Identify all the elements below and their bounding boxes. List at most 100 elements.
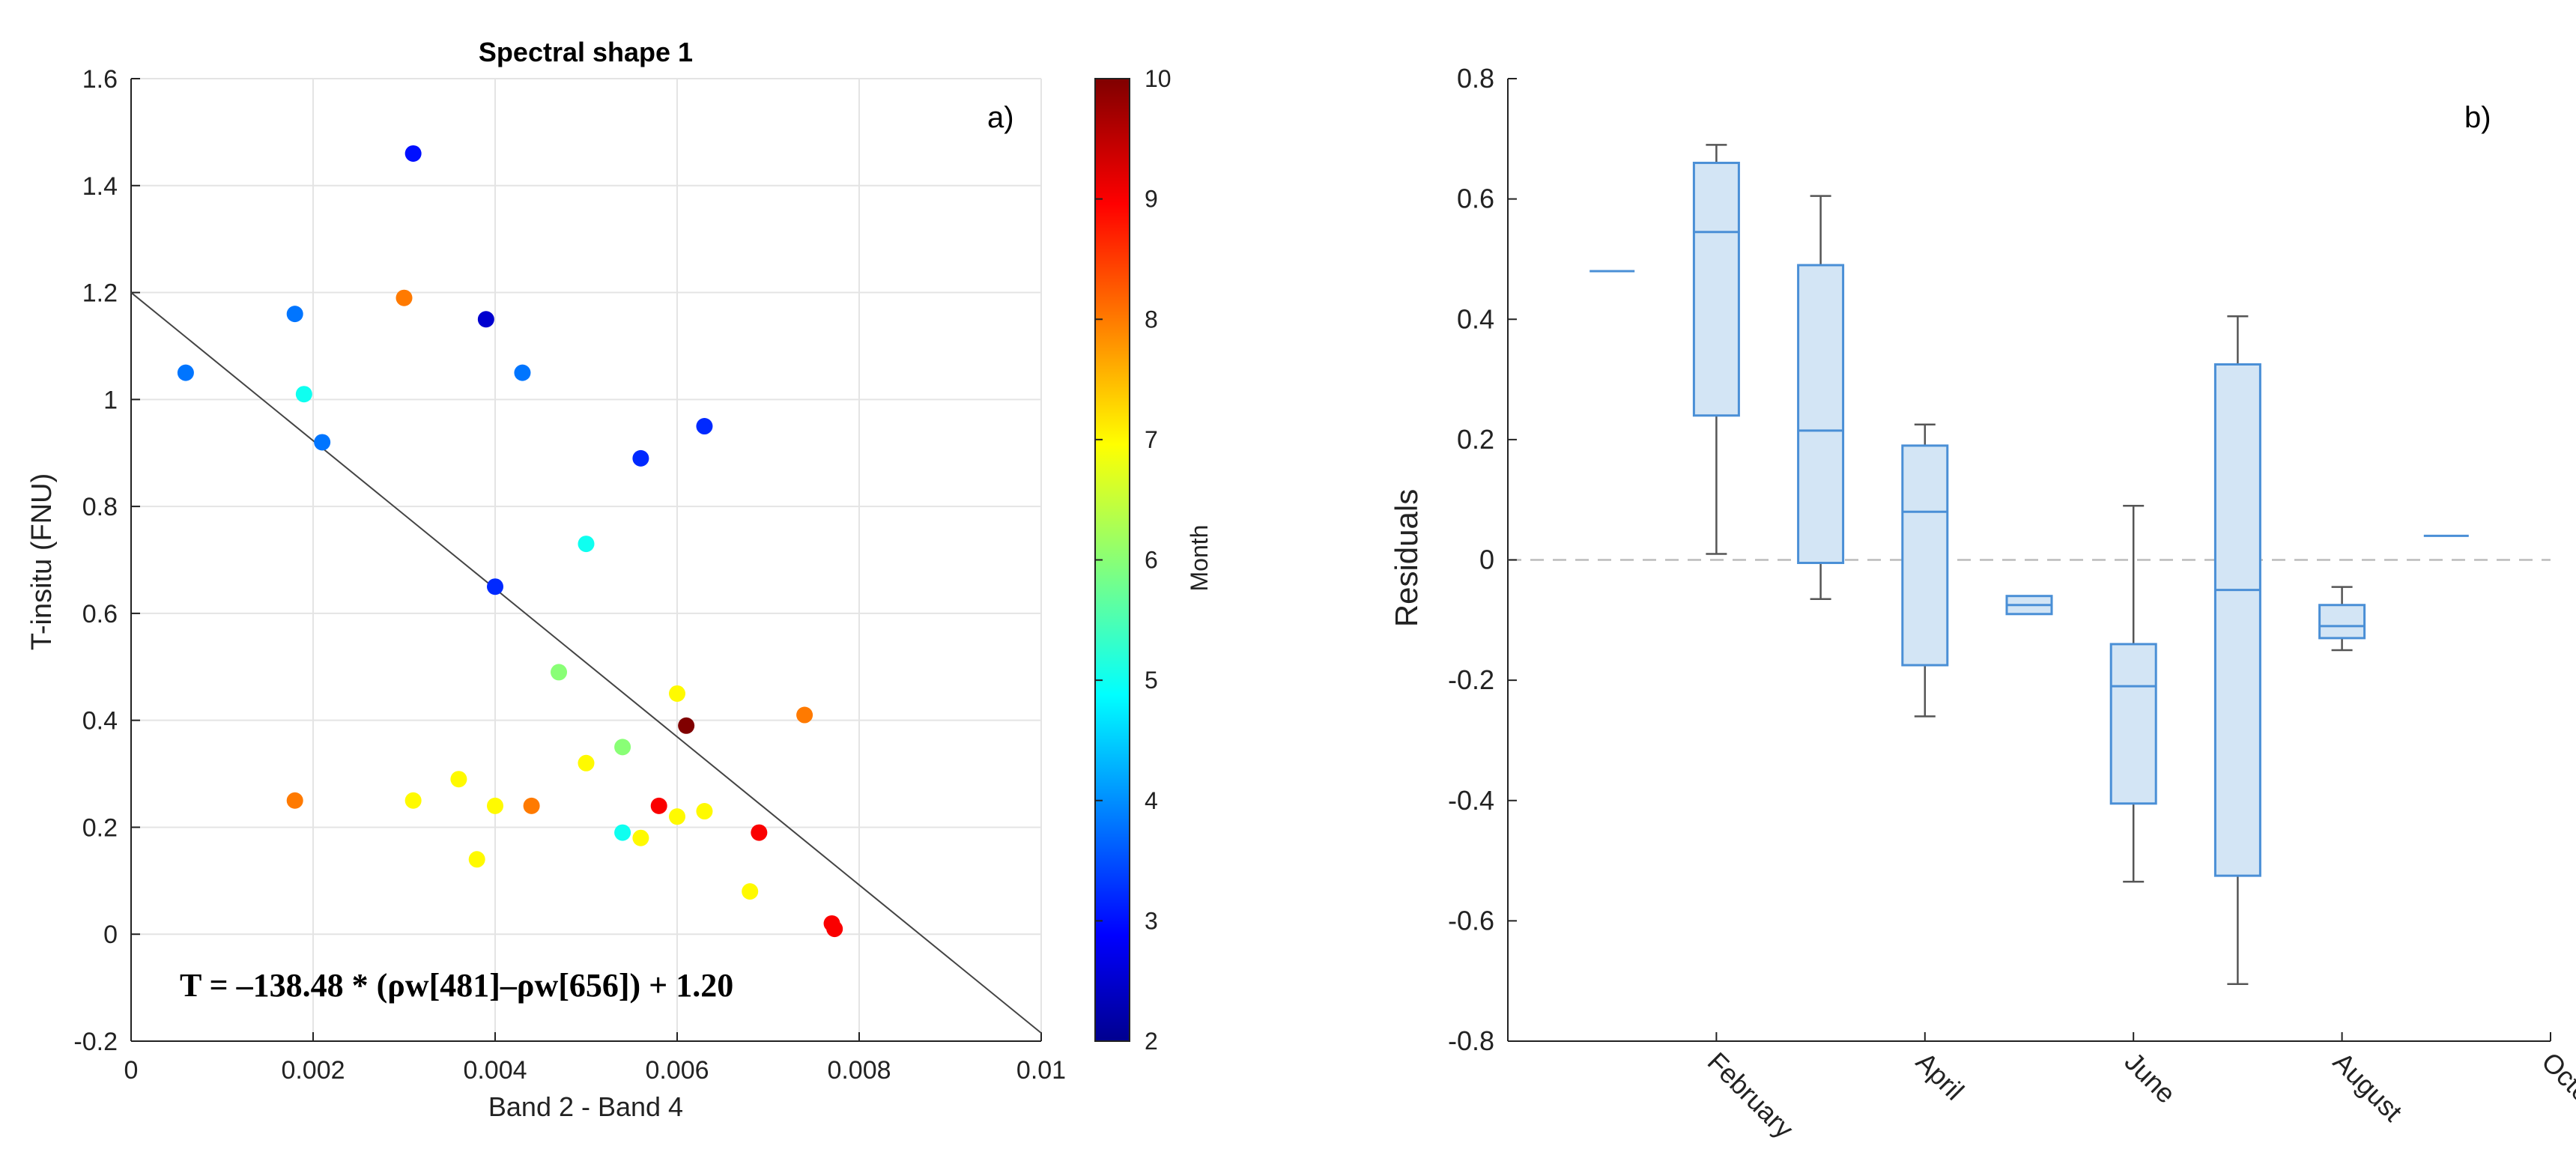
scatter-point [632,449,649,467]
panel-a-plot-area [131,79,1041,1041]
scatter-point [696,803,713,820]
scatter-point [404,145,422,162]
scatter-point [669,685,685,702]
panel-a-y-tick-label: 0.4 [82,707,118,736]
panel-a-y-tick-label: 1.4 [82,172,118,201]
box-iqr [1901,444,1949,667]
scatter-point [796,706,813,724]
colorbar-ticks: 2 3 4 5 6 7 8 9 10 [1095,65,1172,1055]
colorbar-tick-label: 8 [1145,306,1158,333]
panel-b-y-tick-label: 0.6 [1457,184,1494,214]
scatter-point [669,808,685,825]
scatter-point [468,851,485,868]
scatter-point [404,792,422,809]
scatter-point [826,921,843,938]
box-month-6 [2005,595,2053,616]
panel-a-y-tick-label: 0.2 [82,813,118,842]
panel-a-y-tick-label: 1.6 [82,65,118,94]
scatter-point [487,797,503,814]
scatter-point [450,771,467,788]
box-iqr [2318,604,2366,640]
scatter-point [286,792,303,809]
colorbar-tick-label: 10 [1145,65,1172,92]
panel-a-points [177,145,843,938]
box-month-3 [1692,144,1740,555]
panel-a-x-tick-label: 0.006 [645,1056,709,1085]
scatter-point [286,306,303,323]
panel-a-equation-annotation: T = –138.48 * (ρw[481]–ρw[656]) + 1.20 [180,967,733,1004]
scatter-point [514,364,531,381]
scatter-point [551,664,568,681]
panel-b-boxes [1589,144,2469,985]
panel-a-x-tick-label: 0.008 [827,1056,891,1085]
panel-b-x-tick-label: June [2119,1046,2182,1109]
colorbar-tick-label: 9 [1145,186,1158,213]
panel-b-x-tick-label: April [1910,1046,1970,1106]
scatter-point [396,289,413,306]
panel-a-x-tick-label: 0.002 [281,1056,345,1085]
box-month-9 [2318,586,2366,652]
box-iqr [1797,264,1845,565]
panel-a-label: a) [987,101,1014,134]
colorbar-tick-label: 5 [1145,667,1158,694]
panel-b-y-tick-label: -0.4 [1448,785,1494,816]
panel-b-label: b) [2464,101,2491,134]
scatter-point [177,364,194,381]
panel-b-y-tick-label: 0.4 [1457,303,1494,334]
box-iqr [1692,161,1740,417]
panel-a-x-tick-label: 0 [124,1056,139,1085]
panel-b-y-axis-title: Residuals [1389,489,1424,627]
panel-b-y-tick-label: 0 [1479,545,1494,575]
panel-a-fit-line [130,291,1042,1034]
panel-b-y-tick-label: -0.8 [1448,1025,1494,1056]
scatter-point [314,434,331,451]
panel-b-y-tick-label: 0.8 [1457,63,1494,94]
scatter-point [578,754,595,772]
panel-a-y-tick-label: -0.2 [73,1028,118,1056]
box-month-5 [1901,423,1949,718]
scatter-point [678,717,695,734]
panel-a-y-tick-label: 1.2 [82,279,118,308]
panel-a-y-tick-label: 0.8 [82,493,118,521]
scatter-point [696,418,713,435]
scatter-point [632,829,649,846]
colorbar-tick-label: 6 [1145,547,1158,574]
panel-b-y-tick-label: -0.2 [1448,664,1494,695]
scatter-point [614,739,631,756]
scatter-point [650,797,667,814]
panel-a-grid [131,78,1042,1041]
panel-b-boxplot: -0.8 -0.6 -0.4 -0.2 0 0.2 0.4 0.6 0.8 February Apr… [1389,63,2576,1145]
colorbar-tick-label: 4 [1145,787,1158,814]
scatter-point [751,824,768,841]
panel-b-x-tick-label: February [1702,1046,1800,1145]
box-iqr [2109,643,2157,805]
scatter-point [487,578,503,595]
colorbar-tick-label: 2 [1145,1028,1158,1055]
scatter-point [295,386,312,403]
panel-a-y-tick-label: 0.6 [82,600,118,628]
panel-a-ticks: 0 0.002 0.004 0.006 0.008 0.01-0.200.20.40.60… [73,65,1066,1085]
panel-b-x-tick-label: August [2327,1046,2408,1127]
panel-b-y-tick-label: 0.2 [1457,424,1494,455]
box-month-4 [1797,195,1845,600]
panel-a-x-axis-title: Band 2 - Band 4 [488,1091,683,1122]
scatter-point [614,824,631,841]
panel-b-x-tick-label: October [2536,1046,2576,1136]
panel-a-y-tick-label: 1 [103,386,118,414]
scatter-point [523,797,540,814]
panel-a-x-tick-label: 0.01 [1016,1056,1066,1085]
scatter-point [477,311,494,328]
panel-a-title: Spectral shape 1 [479,37,693,67]
box-month-7 [2109,504,2157,883]
panel-a-y-tick-label: 0 [103,921,118,949]
panel-a-y-axis-title: T-insitu (FNU) [26,473,58,650]
panel-a-x-tick-label: 0.004 [463,1056,527,1085]
scatter-point [578,536,595,553]
box-month-8 [2213,315,2261,985]
colorbar-tick-label: 3 [1145,907,1158,934]
colorbar-tick-label: 7 [1145,426,1158,453]
box-iqr [2213,363,2261,877]
panel-a-scatter: 0 0.002 0.004 0.006 0.008 0.01-0.200.20.40.60… [26,37,1213,1122]
colorbar-label: Month [1186,525,1213,592]
